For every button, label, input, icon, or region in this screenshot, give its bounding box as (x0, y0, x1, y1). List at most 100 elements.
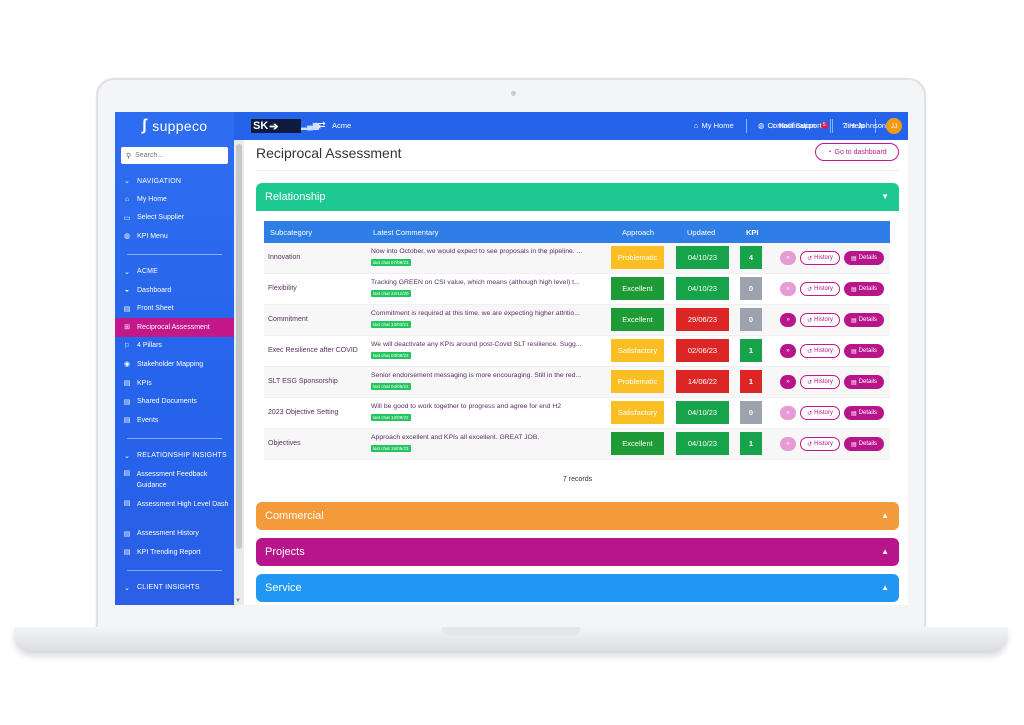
globe-icon: ◍ (123, 233, 131, 241)
header-approach[interactable]: Approach (622, 228, 655, 237)
history-icon: ↺ (807, 348, 813, 355)
cell-subcategory[interactable]: Exec Resilience after COVID (268, 347, 358, 354)
sidebar-divider (127, 437, 222, 439)
cell-subcategory[interactable]: Flexibility (268, 285, 297, 292)
sidebar-item-reciprocal-assessment[interactable]: ⊞ Reciprocal Assessment (115, 317, 234, 337)
approach-badge: Satisfactory (611, 401, 664, 424)
history-button[interactable]: ↺ History (800, 375, 840, 389)
sidebar-section-client-insights[interactable]: ⌄ CLIENT INSIGHTS (123, 584, 200, 592)
header-subcategory[interactable]: Subcategory (270, 228, 313, 237)
file-icon: ▤ (123, 380, 131, 388)
sidebar-section-relationship-insights[interactable]: ⌄ RELATIONSHIP INSIGHTS (123, 452, 227, 460)
topbar-my-home[interactable]: ⌂ My Home (694, 121, 734, 130)
topbar-contact-support[interactable]: ◍ Contact Support (758, 121, 822, 130)
history-button[interactable]: ↺ History (800, 344, 840, 358)
cell-commentary[interactable]: Approach excellent and KPIs all excellen… (371, 434, 540, 441)
sidebar-item-4-pillars[interactable]: ⚐ 4 Pillars (115, 337, 234, 356)
header-updated[interactable]: Updated (687, 228, 716, 237)
search-input[interactable] (135, 152, 221, 159)
fast-forward-button[interactable]: » (780, 375, 796, 389)
details-button[interactable]: ▤ Details (844, 437, 884, 451)
cell-commentary[interactable]: Tracking GREEN on CSI value, which means… (371, 279, 580, 286)
sidebar-item-select-supplier[interactable]: ▭ Select Supplier (115, 209, 234, 228)
panel-relationship-header[interactable]: Relationship ▼ (256, 183, 899, 211)
details-button[interactable]: ▤ Details (844, 375, 884, 389)
history-button[interactable]: ↺ History (800, 251, 840, 265)
sidebar-item-kpi-menu[interactable]: ◍ KPI Menu (115, 227, 234, 246)
history-button[interactable]: ↺ History (800, 406, 840, 420)
sk-logo[interactable]: SK ➔ (251, 119, 301, 133)
history-button[interactable]: ↺ History (800, 437, 840, 451)
sidebar-search[interactable]: ⚲ (121, 147, 228, 164)
chevron-down-icon: ⌄ (123, 584, 131, 592)
suppeco-logo[interactable]: ʃ suppeco (141, 117, 208, 134)
laptop-notch (442, 627, 580, 636)
history-button[interactable]: ↺ History (800, 282, 840, 296)
cell-subcategory[interactable]: Commitment (268, 316, 308, 323)
chevron-up-icon[interactable]: ▲ (881, 511, 889, 520)
go-to-dashboard-button[interactable]: ◔ Go to dashboard (815, 143, 899, 161)
sidebar-item-dashboard[interactable]: ◒ Dashboard (115, 281, 234, 300)
dashboard-icon: ◒ (124, 286, 130, 294)
sidebar-item-assessment-high-level-dash[interactable]: ▤ Assessment High Level Dash (115, 495, 234, 525)
kpi-badge: 0 (740, 277, 762, 300)
document-icon: ▤ (850, 286, 857, 293)
fast-forward-button[interactable]: » (780, 251, 796, 265)
header-kpi[interactable]: KPI (746, 228, 759, 237)
details-button[interactable]: ▤ Details (844, 406, 884, 420)
history-button[interactable]: ↺ History (800, 313, 840, 327)
topbar-help[interactable]: ? Help (842, 121, 865, 130)
sidebar-scrollbar[interactable]: ▼ (234, 140, 244, 605)
chevron-down-icon: ⌄ (123, 268, 131, 276)
chevron-up-icon[interactable]: ▲ (881, 583, 889, 592)
details-button[interactable]: ▤ Details (844, 282, 884, 296)
panel-commercial-header[interactable]: Commercial ▲ (256, 502, 899, 530)
sidebar-item-kpis[interactable]: ▤ KPIs (115, 374, 234, 393)
top-bar: SK ➔ ▂▄▆ ⇄ Acme ⌂ My Home ◍ Contact Supp… (234, 112, 908, 140)
sidebar-item-events[interactable]: ▤ Events (115, 411, 234, 430)
header-latest-commentary[interactable]: Latest Commentary (373, 228, 439, 237)
sidebar-item-front-sheet[interactable]: ▤ Front Sheet (115, 299, 234, 318)
user-name[interactable]: Jim Johnson (844, 121, 887, 130)
chevron-up-icon[interactable]: ▲ (881, 547, 889, 556)
details-button[interactable]: ▤ Details (844, 313, 884, 327)
cell-commentary[interactable]: Now into October, we would expect to see… (371, 248, 583, 255)
sidebar-item-label: Shared Documents (137, 398, 197, 406)
swap-icon[interactable]: ⇄ (318, 120, 326, 130)
dashboard-icon: ◔ (827, 148, 832, 156)
cell-commentary[interactable]: Commitment is required at this time. we … (371, 310, 580, 317)
sidebar-section-acme[interactable]: ⌄ ACME (123, 268, 159, 276)
cell-commentary[interactable]: Will be good to work together to progres… (371, 403, 562, 410)
details-button[interactable]: ▤ Details (844, 251, 884, 265)
fast-forward-button[interactable]: » (780, 437, 796, 451)
cell-subcategory[interactable]: Innovation (268, 254, 301, 261)
topbar-notification[interactable]: ♫ Notification 5 (770, 121, 828, 130)
scroll-down-icon[interactable]: ▼ (235, 598, 241, 604)
panel-projects-header[interactable]: Projects ▲ (256, 538, 899, 566)
chevron-down-icon[interactable]: ▼ (881, 192, 889, 201)
cell-subcategory[interactable]: 2023 Objective Setting (268, 409, 339, 416)
fast-forward-button[interactable]: » (780, 344, 796, 358)
sidebar-item-assessment-feedback-guidance[interactable]: ▤ Assessment Feedback Guidance (115, 465, 234, 495)
client-name[interactable]: Acme (332, 121, 352, 130)
fast-forward-button[interactable]: » (780, 282, 796, 296)
sidebar-item-kpi-trending-report[interactable]: ▤ KPI Trending Report (115, 543, 234, 562)
avatar[interactable]: JJ (886, 118, 902, 134)
cell-subcategory[interactable]: Objectives (268, 440, 301, 447)
sidebar-item-label: Dashboard (137, 286, 172, 294)
approach-badge: Excellent (611, 308, 664, 331)
details-button[interactable]: ▤ Details (844, 344, 884, 358)
cell-commentary[interactable]: We will deactivate any KPIs around post-… (371, 341, 582, 348)
sidebar-item-shared-documents[interactable]: ▤ Shared Documents (115, 392, 234, 411)
fast-forward-button[interactable]: » (780, 313, 796, 327)
sidebar-item-assessment-history[interactable]: ▤ Assessment History (115, 525, 234, 544)
fast-forward-button[interactable]: » (780, 406, 796, 420)
sidebar-item-my-home[interactable]: ⌂ My Home (115, 190, 234, 209)
scrollbar-thumb[interactable] (236, 144, 242, 549)
cell-commentary[interactable]: Senior endorsement messaging is more enc… (371, 372, 582, 379)
panel-service-header[interactable]: Service ▲ (256, 574, 899, 602)
sidebar-section-navigation[interactable]: ⌄ NAVIGATION (123, 177, 182, 186)
search-icon: ⚲ (126, 152, 132, 160)
sidebar-item-stakeholder-mapping[interactable]: ◉ Stakeholder Mapping (115, 355, 234, 374)
cell-subcategory[interactable]: SLT ESG Sponsorship (268, 378, 338, 385)
